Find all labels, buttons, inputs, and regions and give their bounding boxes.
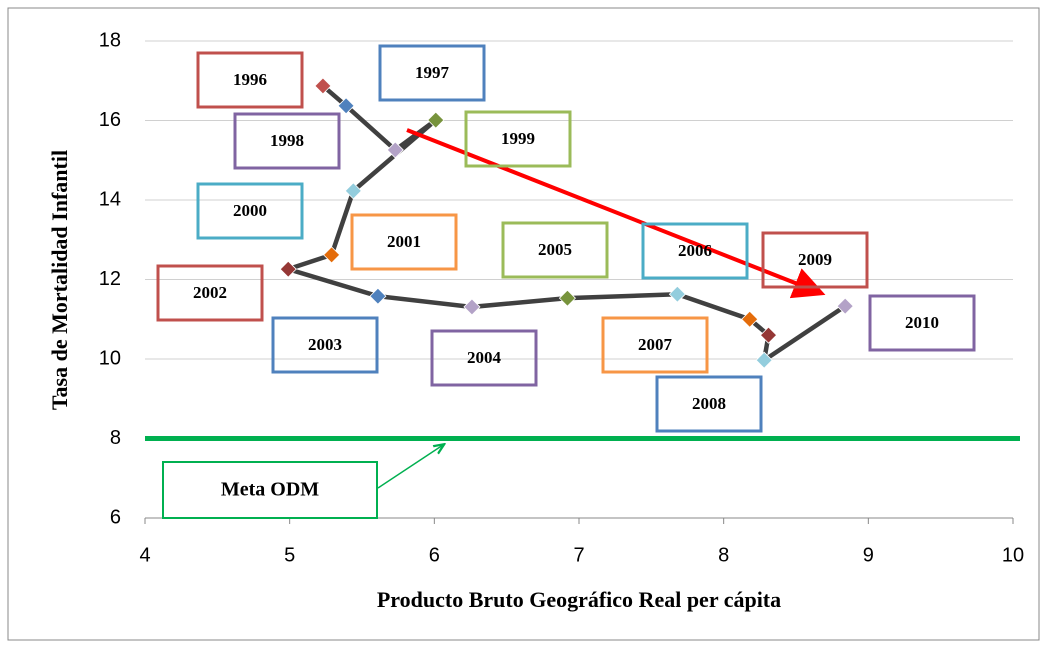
- goal-label: Meta ODM: [221, 479, 319, 501]
- year-box: [761, 231, 869, 289]
- year-label: 2003: [308, 335, 342, 354]
- year-box: [350, 213, 458, 271]
- marker: [668, 285, 686, 303]
- x-tick-label: 5: [284, 544, 295, 566]
- marker: [344, 182, 362, 200]
- year-box: [464, 110, 572, 168]
- year-box: [156, 264, 264, 322]
- x-tick-label: 7: [573, 544, 584, 566]
- year-box: [868, 294, 976, 352]
- year-label: 2008: [692, 394, 726, 413]
- y-tick-label: 6: [110, 506, 121, 528]
- year-label: 2002: [193, 283, 227, 302]
- y-tick-label: 18: [99, 29, 121, 51]
- y-tick-label: 16: [99, 109, 121, 131]
- year-box: [378, 44, 486, 102]
- marker: [323, 246, 341, 264]
- year-label: 1996: [233, 70, 267, 89]
- marker: [463, 298, 481, 316]
- marker: [836, 297, 854, 315]
- year-label: 1997: [415, 63, 450, 82]
- marker: [314, 77, 332, 95]
- year-label: 2000: [233, 201, 267, 220]
- year-label: 2004: [467, 348, 502, 367]
- year-box: [601, 316, 709, 374]
- chart-frame: [7, 7, 1040, 641]
- marker: [427, 111, 445, 129]
- x-tick-label: 10: [1002, 544, 1024, 566]
- x-tick-label: 8: [718, 544, 729, 566]
- year-label: 2005: [538, 240, 572, 259]
- marker: [369, 287, 387, 305]
- y-tick-label: 12: [99, 268, 121, 290]
- year-box: [501, 221, 609, 279]
- year-label: 2009: [798, 250, 832, 269]
- year-box: [233, 112, 341, 170]
- y-tick-label: 14: [99, 188, 121, 210]
- year-label: 2007: [638, 335, 673, 354]
- year-box: [430, 329, 538, 387]
- y-tick-label: 8: [110, 427, 121, 449]
- marker: [279, 260, 297, 278]
- year-box: [655, 375, 763, 433]
- year-label: 1999: [501, 129, 535, 148]
- marker: [741, 310, 759, 328]
- marker: [386, 141, 404, 159]
- y-tick-label: 10: [99, 347, 121, 369]
- year-label: 1998: [270, 131, 304, 150]
- y-axis-title: Tasa de Mortalidad Infantil: [47, 150, 72, 410]
- year-label: 2010: [905, 313, 939, 332]
- marker: [759, 326, 778, 344]
- x-axis-title: Producto Bruto Geográfico Real per cápit…: [377, 587, 781, 612]
- x-tick-label: 9: [863, 544, 874, 566]
- marker: [558, 289, 576, 307]
- marker: [755, 351, 773, 369]
- x-tick-label: 4: [139, 544, 150, 566]
- year-label: 2006: [678, 241, 712, 260]
- marker: [337, 97, 355, 115]
- goal-arrow: [377, 445, 443, 489]
- x-tick-label: 6: [429, 544, 440, 566]
- goal-box: [162, 461, 378, 519]
- year-label: 2001: [387, 232, 421, 251]
- year-box: [271, 316, 379, 374]
- year-box: [196, 51, 304, 109]
- year-box: [641, 222, 749, 280]
- trend-arrow: [406, 128, 826, 299]
- year-box: [196, 182, 304, 240]
